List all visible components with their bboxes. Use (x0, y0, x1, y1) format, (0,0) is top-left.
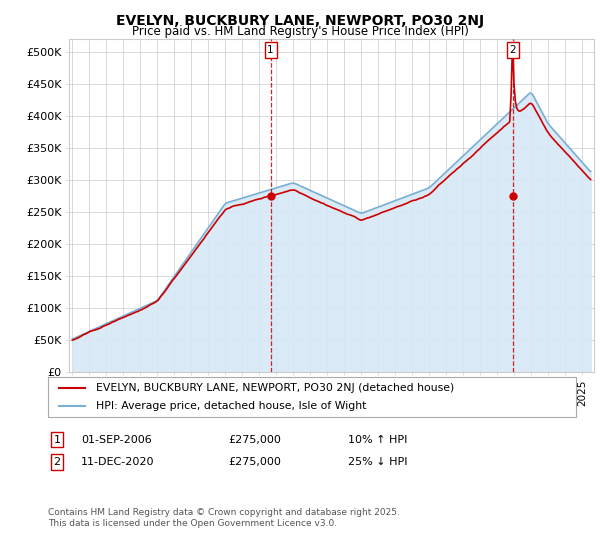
Text: Price paid vs. HM Land Registry's House Price Index (HPI): Price paid vs. HM Land Registry's House … (131, 25, 469, 38)
Text: 25% ↓ HPI: 25% ↓ HPI (348, 457, 407, 467)
Text: 2: 2 (509, 45, 516, 55)
Text: EVELYN, BUCKBURY LANE, NEWPORT, PO30 2NJ: EVELYN, BUCKBURY LANE, NEWPORT, PO30 2NJ (116, 14, 484, 28)
Text: 2: 2 (53, 457, 61, 467)
Text: HPI: Average price, detached house, Isle of Wight: HPI: Average price, detached house, Isle… (95, 401, 366, 411)
Text: EVELYN, BUCKBURY LANE, NEWPORT, PO30 2NJ (detached house): EVELYN, BUCKBURY LANE, NEWPORT, PO30 2NJ… (95, 383, 454, 393)
Text: 11-DEC-2020: 11-DEC-2020 (81, 457, 155, 467)
Text: 01-SEP-2006: 01-SEP-2006 (81, 435, 152, 445)
Text: Contains HM Land Registry data © Crown copyright and database right 2025.
This d: Contains HM Land Registry data © Crown c… (48, 508, 400, 528)
Text: 1: 1 (53, 435, 61, 445)
Text: £275,000: £275,000 (228, 435, 281, 445)
Text: 1: 1 (268, 45, 274, 55)
Text: £275,000: £275,000 (228, 457, 281, 467)
Text: 10% ↑ HPI: 10% ↑ HPI (348, 435, 407, 445)
